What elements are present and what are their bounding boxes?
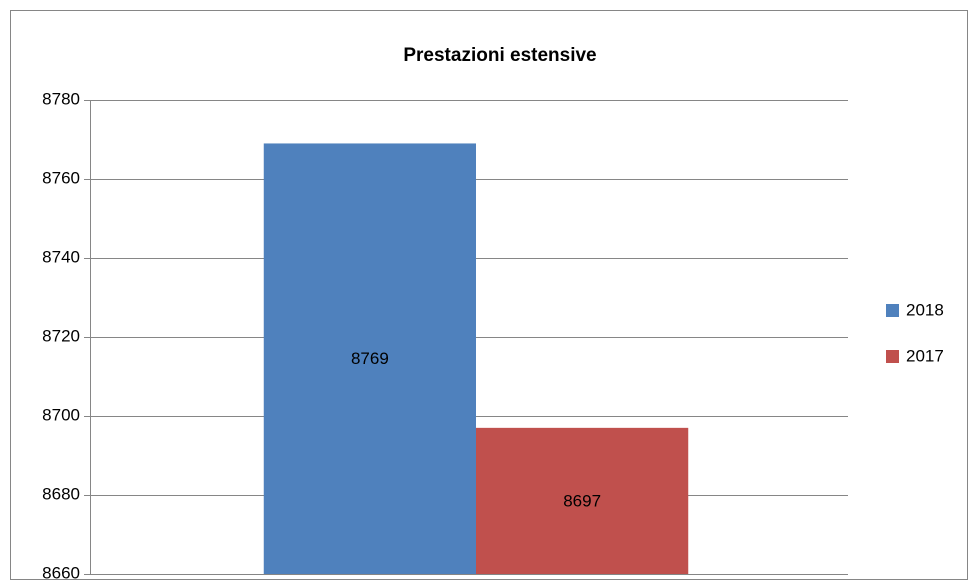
y-tick-label: 8740: [42, 247, 80, 266]
legend-swatch: [886, 350, 899, 363]
legend-label: 2017: [906, 346, 944, 365]
legend-swatch: [886, 304, 899, 317]
legend-label: 2018: [906, 300, 944, 319]
chart-title: Prestazioni estensive: [403, 45, 596, 66]
y-tick-label: 8760: [42, 168, 80, 187]
bar: [263, 143, 476, 574]
y-tick-label: 8700: [42, 405, 80, 424]
bar: [476, 427, 689, 574]
y-tick-label: 8660: [42, 563, 80, 582]
y-tick-label: 8680: [42, 484, 80, 503]
y-tick-label: 8780: [42, 89, 80, 108]
value-label: 8769: [351, 349, 389, 368]
value-label: 8697: [563, 491, 601, 510]
y-tick-label: 8720: [42, 326, 80, 345]
